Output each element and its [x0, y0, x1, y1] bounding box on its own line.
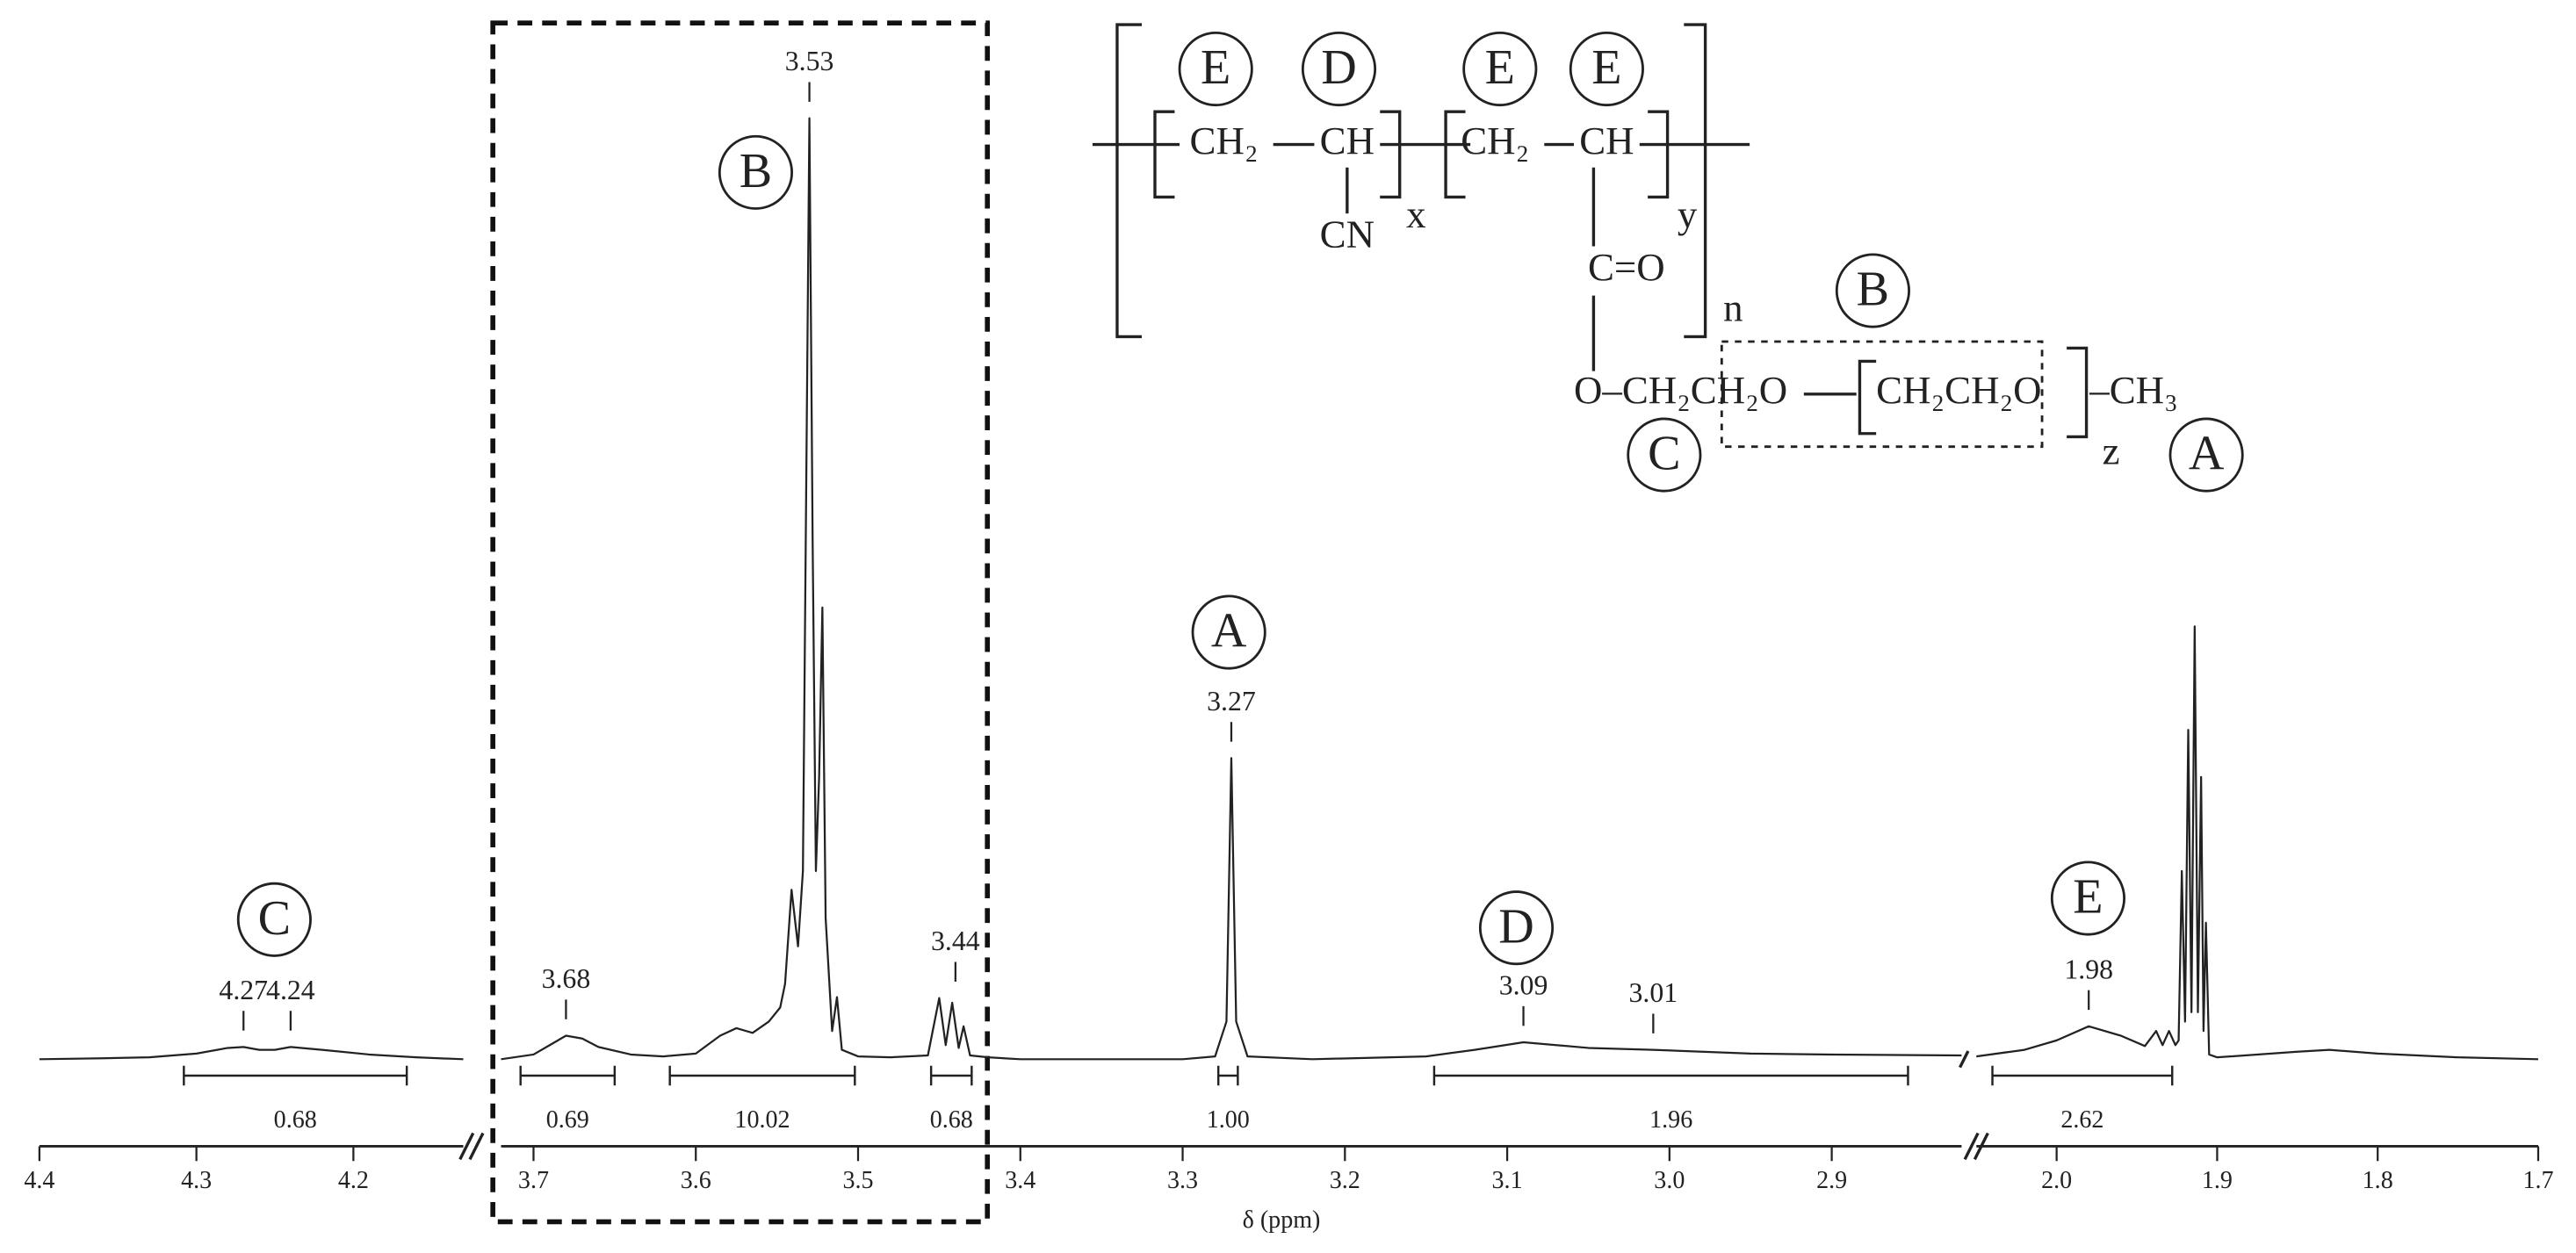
bracket: [1153, 110, 1175, 199]
peak-label: 3.68: [542, 963, 591, 994]
peak-label: 4.24: [266, 975, 315, 1005]
structure-label: CH: [1579, 119, 1634, 162]
integral-bracket: [1216, 1065, 1239, 1086]
letter: E: [1591, 40, 1621, 95]
dashed-box: [1720, 340, 2044, 449]
bracket: [1444, 110, 1466, 199]
x-tick-label: 4.3: [181, 1167, 212, 1194]
letter-circle: [1301, 32, 1377, 107]
x-tick-label: 3.1: [1492, 1167, 1523, 1194]
letter: E: [1201, 40, 1230, 95]
peak-label: 4.27: [219, 975, 268, 1005]
integral-label: 0.69: [546, 1106, 589, 1134]
structure-label: CH₂: [1190, 119, 1259, 162]
spectrum: [39, 117, 2539, 1061]
integral-label: 0.68: [930, 1106, 973, 1134]
x-tick-label: 3.6: [681, 1167, 711, 1194]
letter-circle: [1178, 32, 1253, 107]
bracket: [1858, 359, 1877, 436]
break-mark: [468, 1132, 485, 1161]
bracket: [1380, 110, 1402, 199]
letter-circle: [1191, 594, 1266, 670]
structure-label: CH₂: [1461, 119, 1529, 162]
letter-circle: [1835, 253, 1910, 328]
x-tick-label: 3.7: [518, 1167, 549, 1194]
letter-circle: [2168, 417, 2244, 493]
integral-bracket: [183, 1065, 408, 1086]
letter-circle: [718, 134, 794, 210]
structure-label: CH₂CH₂O: [1876, 368, 2041, 412]
structure-label: C=O: [1588, 245, 1665, 289]
x-tick-label: 3.5: [842, 1167, 873, 1194]
x-tick-label: 3.2: [1330, 1167, 1360, 1194]
letter-circle: [1478, 890, 1555, 966]
letter: C: [258, 891, 291, 946]
structure-label: z: [2103, 428, 2120, 472]
x-tick-label: 1.8: [2363, 1167, 2393, 1194]
x-tick-label: 3.4: [1005, 1167, 1035, 1194]
integral-label: 0.68: [274, 1106, 317, 1134]
structure-label: –CH₃: [2089, 368, 2177, 412]
structure-label: x: [1406, 192, 1425, 236]
bracket: [1648, 110, 1670, 199]
break-mark: [1959, 1050, 1970, 1069]
bracket: [2067, 346, 2089, 439]
letter: A: [1211, 604, 1247, 659]
letter-circle: [1627, 417, 1702, 493]
break-mark: [1963, 1132, 1980, 1161]
x-axis-label: δ (ppm): [1243, 1206, 1321, 1234]
integral-bracket: [929, 1065, 973, 1086]
letter: C: [1648, 427, 1680, 481]
structure-bonds: [1092, 23, 2089, 449]
x-tick-label: 3.3: [1167, 1167, 1198, 1194]
peak-label: 3.09: [1499, 970, 1548, 1001]
x-tick-label: 3.0: [1654, 1167, 1685, 1194]
x-tick-label: 4.4: [24, 1167, 54, 1194]
letter: E: [1485, 40, 1515, 95]
letter: D: [1321, 40, 1357, 95]
structure-label: y: [1678, 192, 1698, 236]
letter-circle: [1462, 32, 1538, 107]
structure-label: CH: [1320, 119, 1375, 162]
peak-label: 3.27: [1207, 686, 1256, 717]
structure-label: O–CH₂CH₂O: [1574, 368, 1787, 412]
break-mark: [458, 1132, 475, 1161]
structure-label: n: [1723, 286, 1743, 330]
letter: D: [1498, 899, 1534, 954]
x-tick-label: 1.7: [2522, 1167, 2553, 1194]
peak-label: 3.01: [1629, 977, 1678, 1008]
x-tick-label: 2.0: [2041, 1167, 2072, 1194]
letter: A: [2189, 427, 2225, 481]
letter: E: [2073, 870, 2103, 925]
peak-label: 1.98: [2064, 954, 2113, 984]
letter-circle: [1569, 32, 1644, 107]
peak-label: 3.53: [785, 46, 834, 76]
integral-bracket: [1991, 1065, 2174, 1086]
highlight-box: [490, 20, 990, 1225]
integral-bracket: [668, 1065, 856, 1086]
x-tick-label: 2.9: [1816, 1167, 1847, 1194]
integral-label: 1.00: [1207, 1106, 1250, 1134]
bracket: [1684, 23, 1707, 339]
integral-label: 2.62: [2060, 1106, 2103, 1134]
integral-bracket: [1432, 1065, 1909, 1086]
axis-breaks: [458, 1050, 1989, 1161]
bracket: [1115, 23, 1143, 339]
x-tick-label: 1.9: [2202, 1167, 2233, 1194]
structure-label: CN: [1320, 212, 1375, 256]
integral-bracket: [519, 1065, 617, 1086]
integral-label: 1.96: [1649, 1106, 1692, 1134]
x-tick-label: 4.2: [338, 1167, 369, 1194]
peak-label: 3.44: [931, 925, 980, 956]
letter-circle: [2050, 861, 2126, 936]
letter: B: [1857, 263, 1889, 317]
letter-circle: [236, 882, 312, 957]
letter: B: [740, 144, 772, 198]
integral-label: 10.02: [734, 1106, 790, 1134]
